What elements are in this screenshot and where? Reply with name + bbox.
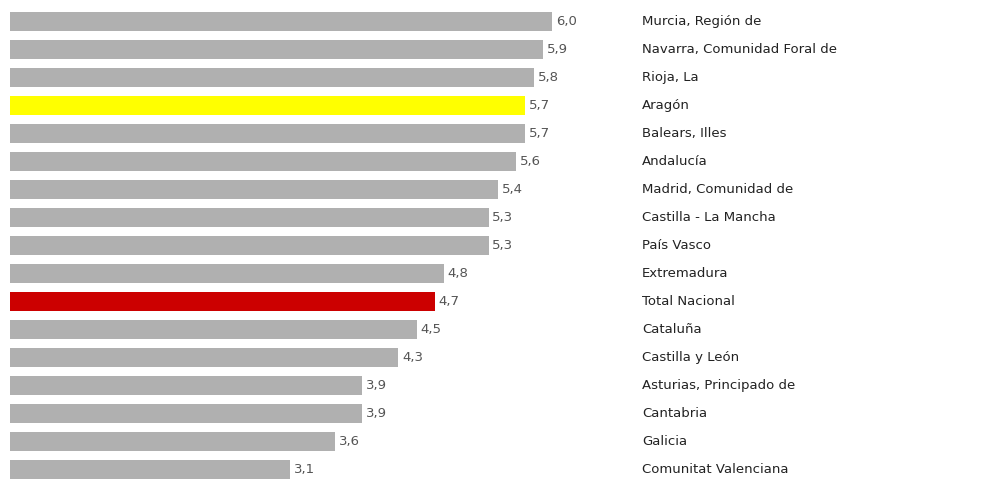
Text: 3,9: 3,9 bbox=[366, 379, 387, 392]
Bar bbox=[10, 320, 417, 339]
Text: 5,4: 5,4 bbox=[502, 183, 523, 196]
Text: 5,3: 5,3 bbox=[492, 211, 514, 224]
Text: Navarra, Comunidad Foral de: Navarra, Comunidad Foral de bbox=[643, 43, 838, 56]
Text: País Vasco: País Vasco bbox=[643, 239, 711, 252]
Text: 5,9: 5,9 bbox=[546, 43, 567, 56]
Text: 3,6: 3,6 bbox=[339, 435, 359, 448]
Text: Madrid, Comunidad de: Madrid, Comunidad de bbox=[643, 183, 793, 196]
Bar bbox=[10, 68, 534, 87]
Text: Cataluña: Cataluña bbox=[643, 323, 702, 336]
Text: 5,3: 5,3 bbox=[492, 239, 514, 252]
Bar bbox=[10, 124, 525, 143]
Text: Aragón: Aragón bbox=[643, 99, 690, 112]
Text: Extremadura: Extremadura bbox=[643, 267, 729, 280]
Text: Balears, Illes: Balears, Illes bbox=[643, 127, 727, 140]
Text: 5,7: 5,7 bbox=[529, 127, 549, 140]
Text: 5,6: 5,6 bbox=[520, 155, 541, 168]
Text: Castilla y León: Castilla y León bbox=[643, 351, 740, 364]
Bar bbox=[10, 292, 435, 311]
Text: Comunitat Valenciana: Comunitat Valenciana bbox=[643, 463, 789, 476]
Bar bbox=[10, 264, 444, 283]
Text: Andalucía: Andalucía bbox=[643, 155, 708, 168]
Bar bbox=[10, 152, 516, 171]
Text: Asturias, Principado de: Asturias, Principado de bbox=[643, 379, 795, 392]
Text: Murcia, Región de: Murcia, Región de bbox=[643, 15, 761, 28]
Text: 6,0: 6,0 bbox=[555, 15, 576, 28]
Text: Rioja, La: Rioja, La bbox=[643, 71, 699, 84]
Bar bbox=[10, 460, 290, 479]
Bar bbox=[10, 12, 552, 31]
Bar bbox=[10, 208, 489, 227]
Text: 5,8: 5,8 bbox=[538, 71, 558, 84]
Text: Castilla - La Mancha: Castilla - La Mancha bbox=[643, 211, 776, 224]
Text: 4,5: 4,5 bbox=[420, 323, 442, 336]
Text: 4,7: 4,7 bbox=[439, 295, 459, 308]
Bar bbox=[10, 376, 362, 395]
Text: Galicia: Galicia bbox=[643, 435, 687, 448]
Text: 4,3: 4,3 bbox=[402, 351, 423, 364]
Bar bbox=[10, 432, 336, 451]
Bar bbox=[10, 180, 498, 199]
Text: Cantabria: Cantabria bbox=[643, 407, 707, 420]
Text: 3,9: 3,9 bbox=[366, 407, 387, 420]
Text: 4,8: 4,8 bbox=[447, 267, 468, 280]
Bar bbox=[10, 40, 544, 59]
Bar bbox=[10, 236, 489, 255]
Text: 5,7: 5,7 bbox=[529, 99, 549, 112]
Text: 3,1: 3,1 bbox=[294, 463, 315, 476]
Bar bbox=[10, 96, 525, 115]
Bar bbox=[10, 404, 362, 423]
Text: Total Nacional: Total Nacional bbox=[643, 295, 735, 308]
Bar bbox=[10, 348, 398, 367]
